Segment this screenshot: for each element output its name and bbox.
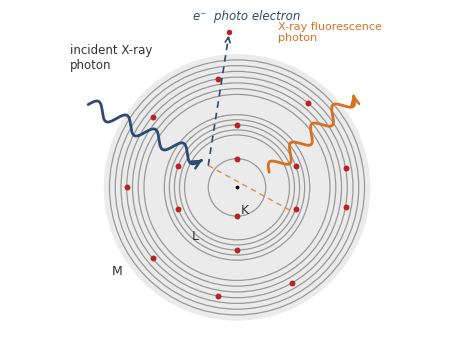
Point [233,156,241,161]
Circle shape [104,55,370,320]
Point [292,163,300,169]
Point [342,204,349,209]
Point [174,163,182,169]
Point [233,213,241,219]
Point [225,29,233,35]
Point [233,122,241,128]
Point [214,293,222,299]
Point [233,247,241,253]
Point [342,165,349,171]
Point [288,280,296,286]
Text: e⁻  photo electron: e⁻ photo electron [193,10,301,23]
Text: incident X-ray
photon: incident X-ray photon [70,44,152,72]
Point [149,114,156,119]
Point [292,206,300,211]
Point [174,206,182,211]
Text: K: K [240,204,248,217]
Text: M: M [112,265,123,278]
Point [304,100,312,106]
Point [149,255,156,261]
Point [214,76,222,81]
Text: L: L [191,230,198,243]
Text: X-ray fluorescence
photon: X-ray fluorescence photon [278,22,382,43]
Point [123,185,130,190]
